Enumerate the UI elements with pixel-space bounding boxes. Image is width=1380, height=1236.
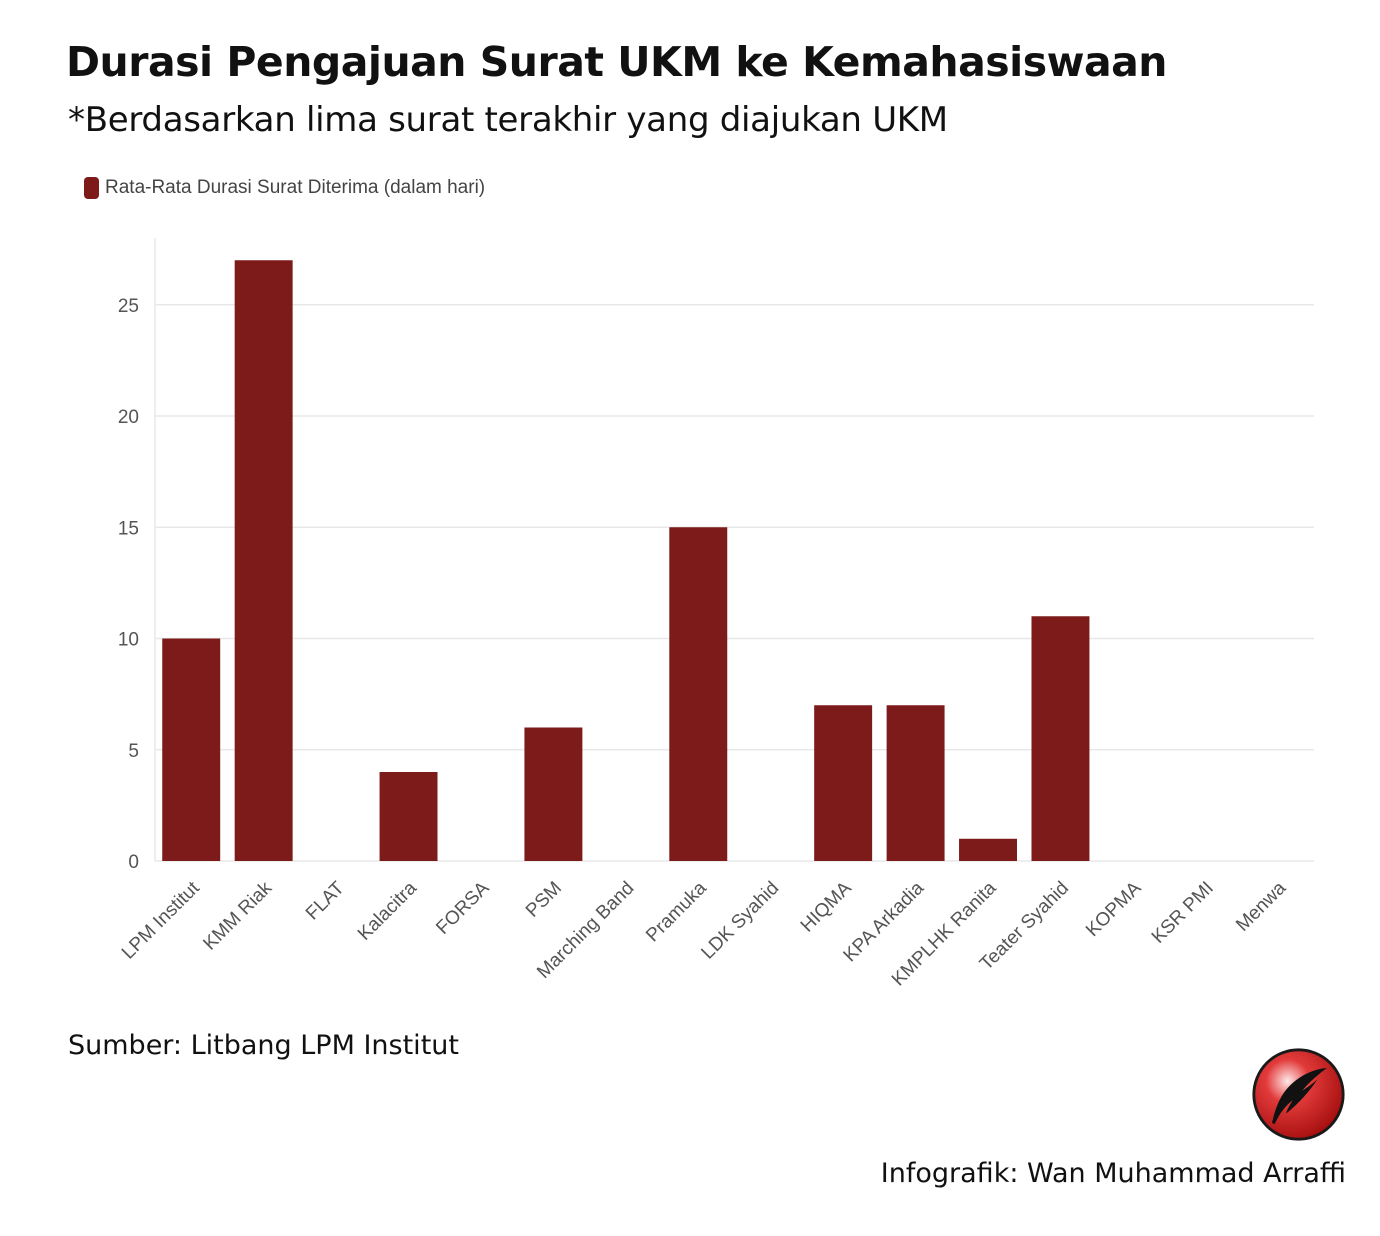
bar-kmplhk-ranita[interactable] [959,838,1018,861]
x-tick-label: FORSA [432,877,493,938]
y-tick-label: 0 [128,852,139,873]
x-tick-label: LDK Syahid [697,878,783,964]
x-tick-label: KSR PMI [1148,878,1218,948]
bar-lpm-institut[interactable] [162,638,221,862]
x-tick-label: FLAT [302,877,349,924]
x-tick-label: Pramuka [642,877,711,946]
chart-legend[interactable]: Rata-Rata Durasi Surat Diterima (dalam h… [84,177,485,199]
bar-kalacitra[interactable] [379,772,438,861]
y-tick-label: 5 [128,741,139,762]
x-tick-label: Kalacitra [354,877,421,944]
infographic-credit: Infografik: Wan Muhammad Arraffi [880,1158,1346,1189]
source-note: Sumber: Litbang LPM Institut [68,1030,459,1061]
quill-pen-logo-icon [1252,1048,1345,1141]
bar-kmm-riak[interactable] [234,260,293,861]
chart-subtitle: *Berdasarkan lima surat terakhir yang di… [68,100,948,140]
x-tick-label: LPM Institut [118,877,204,963]
y-tick-label: 10 [118,630,139,651]
y-tick-label: 25 [118,296,139,317]
x-tick-label: PSM [522,878,566,922]
chart-title: Durasi Pengajuan Surat UKM ke Kemahasisw… [66,38,1168,86]
x-tick-label: KOPMA [1082,877,1146,941]
legend-swatch [84,177,99,199]
x-tick-label: Menwa [1232,877,1290,935]
bar-hiqma[interactable] [814,705,873,861]
legend-label: Rata-Rata Durasi Surat Diterima (dalam h… [105,177,486,198]
bar-pramuka[interactable] [669,527,728,861]
bar-psm[interactable] [524,727,583,862]
bar-kpa-arkadia[interactable] [886,705,945,861]
x-tick-label: KMM Riak [199,877,276,954]
x-tick-label: HIQMA [797,877,856,936]
bar-teater-syahid[interactable] [1031,616,1090,861]
y-tick-label: 20 [118,407,139,428]
y-tick-label: 15 [118,518,139,539]
